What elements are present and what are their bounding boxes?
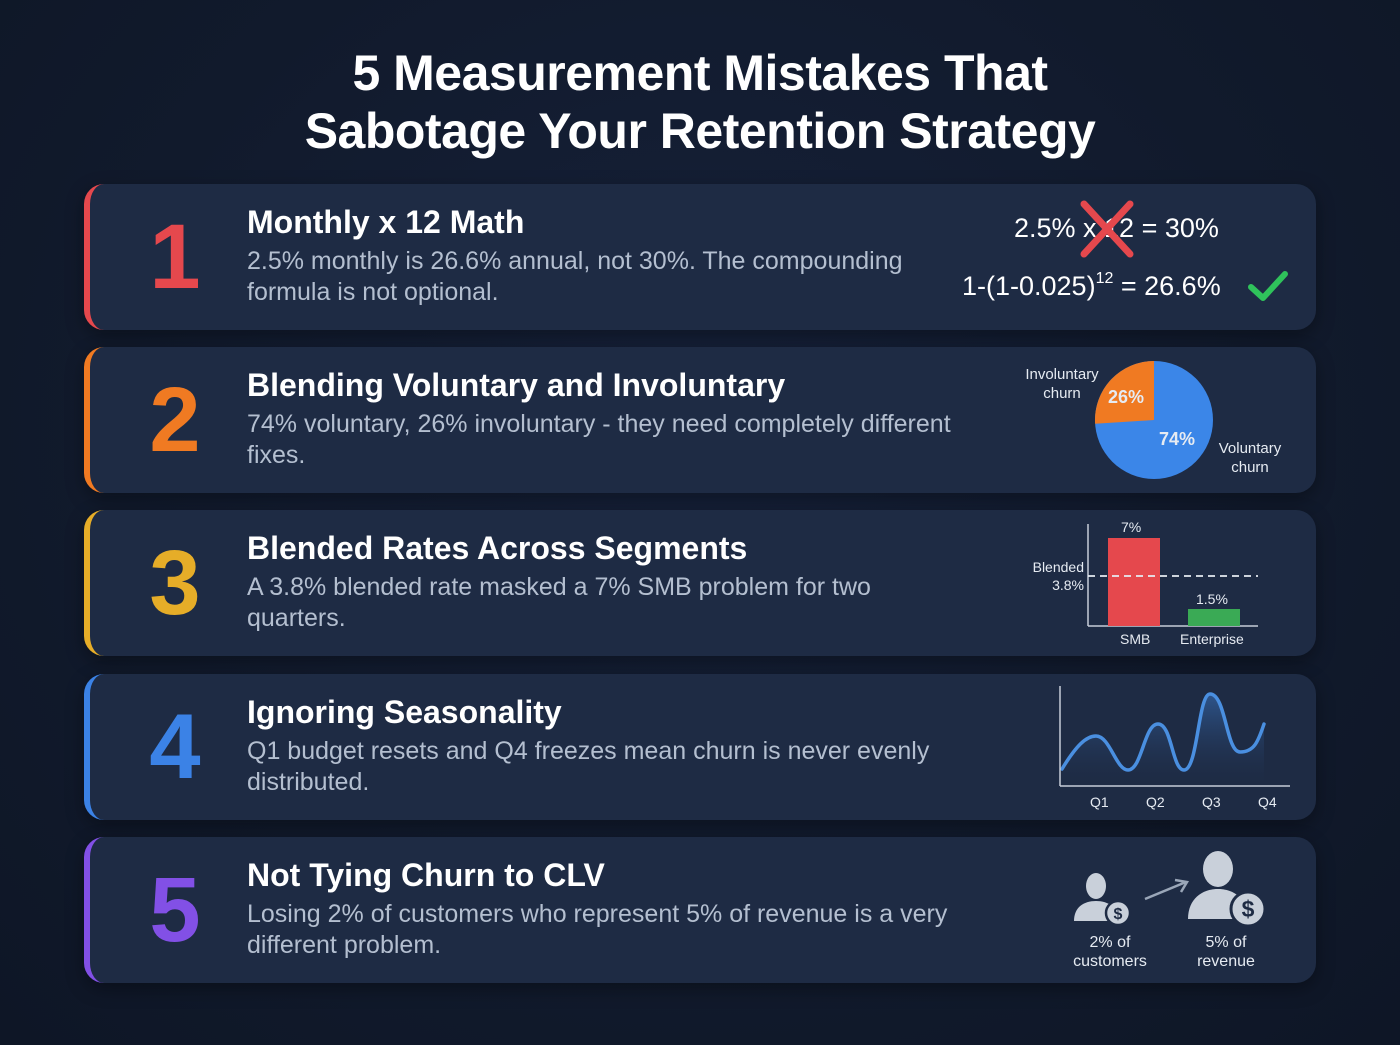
card-body: Q1 budget resets and Q4 freezes mean chu… <box>247 737 930 796</box>
customer-small-icon: $ <box>1074 873 1132 927</box>
revenue-large-icon: $ <box>1188 851 1267 928</box>
mistake-card-5: 5 Not Tying Churn to CLV Losing 2% of cu… <box>84 837 1316 983</box>
card-number: 3 <box>149 532 201 634</box>
mistake-card-1: 1 Monthly x 12 Math 2.5% monthly is 26.6… <box>84 184 1316 330</box>
mistake-card-4: 4 Ignoring Seasonality Q1 budget resets … <box>84 674 1316 820</box>
involuntary-label: Involuntary churn <box>1025 366 1099 402</box>
svg-text:$: $ <box>1242 896 1255 922</box>
check-icon <box>1248 271 1288 301</box>
quarter-label: Q2 <box>1146 794 1165 810</box>
segment-bar-chart: Blended 3.8% 7% 1.5% SMB Enterprise <box>1010 510 1300 656</box>
card-heading: Blending Voluntary and Involuntary <box>247 367 786 403</box>
clv-comparison: $ $ 2% of customers 5% of revenue <box>1050 837 1300 983</box>
card-body: 2.5% monthly is 26.6% annual, not 30%. T… <box>247 247 903 306</box>
card-heading: Ignoring Seasonality <box>247 694 562 730</box>
card-number: 5 <box>149 859 201 961</box>
blended-label: Blended 3.8% <box>1032 559 1084 593</box>
correct-formula: 1-(1-0.025)12 = 26.6% <box>962 270 1221 301</box>
pie-chart <box>1094 361 1213 479</box>
card-number: 4 <box>149 696 201 798</box>
card-heading: Not Tying Churn to CLV <box>247 857 605 893</box>
wave-chart <box>1059 686 1290 787</box>
quarter-label: Q3 <box>1202 794 1221 810</box>
card-number: 2 <box>149 369 201 471</box>
card-number: 1 <box>149 206 201 308</box>
card-heading: Blended Rates Across Segments <box>247 530 748 566</box>
quarter-label: Q4 <box>1258 794 1277 810</box>
voluntary-label: Voluntary churn <box>1218 440 1282 476</box>
churn-pie-chart: Involuntary churn 26% 74% Voluntary chur… <box>1000 347 1300 493</box>
mistake-card-3: 3 Blended Rates Across Segments A 3.8% b… <box>84 510 1316 656</box>
involuntary-pct: 26% <box>1108 387 1145 407</box>
customers-label: 2% of customers <box>1073 934 1147 970</box>
title-line-1: 5 Measurement Mistakes That <box>352 45 1048 101</box>
card-body: A 3.8% blended rate masked a 7% SMB prob… <box>247 573 871 632</box>
exponent: 12 <box>1095 270 1114 287</box>
bar-chart <box>1087 524 1258 627</box>
quarter-label: Q1 <box>1090 794 1109 810</box>
arrow-icon <box>1144 878 1190 901</box>
page-title: 5 Measurement Mistakes That Sabotage You… <box>0 44 1400 160</box>
card-body: 74% voluntary, 26% involuntary - they ne… <box>247 410 951 469</box>
title-line-2: Sabotage Your Retention Strategy <box>304 103 1096 159</box>
revenue-label: 5% of revenue <box>1197 934 1255 970</box>
enterprise-value: 1.5% <box>1196 591 1228 607</box>
smb-value: 7% <box>1121 519 1142 535</box>
card-body: Losing 2% of customers who represent 5% … <box>247 900 948 959</box>
card-heading: Monthly x 12 Math <box>247 204 525 240</box>
cross-icon <box>1080 200 1134 258</box>
svg-text:$: $ <box>1114 906 1123 923</box>
mistake-card-2: 2 Blending Voluntary and Involuntary 74%… <box>84 347 1316 493</box>
voluntary-pct: 74% <box>1159 429 1196 449</box>
seasonality-chart: Q1 Q2 Q3 Q4 <box>1050 674 1300 820</box>
enterprise-label: Enterprise <box>1180 631 1244 647</box>
smb-label: SMB <box>1120 631 1151 647</box>
formula-comparison: 2.5% x 12 = 30% 1-(1-0.025)12 = 26.6% <box>950 184 1310 330</box>
